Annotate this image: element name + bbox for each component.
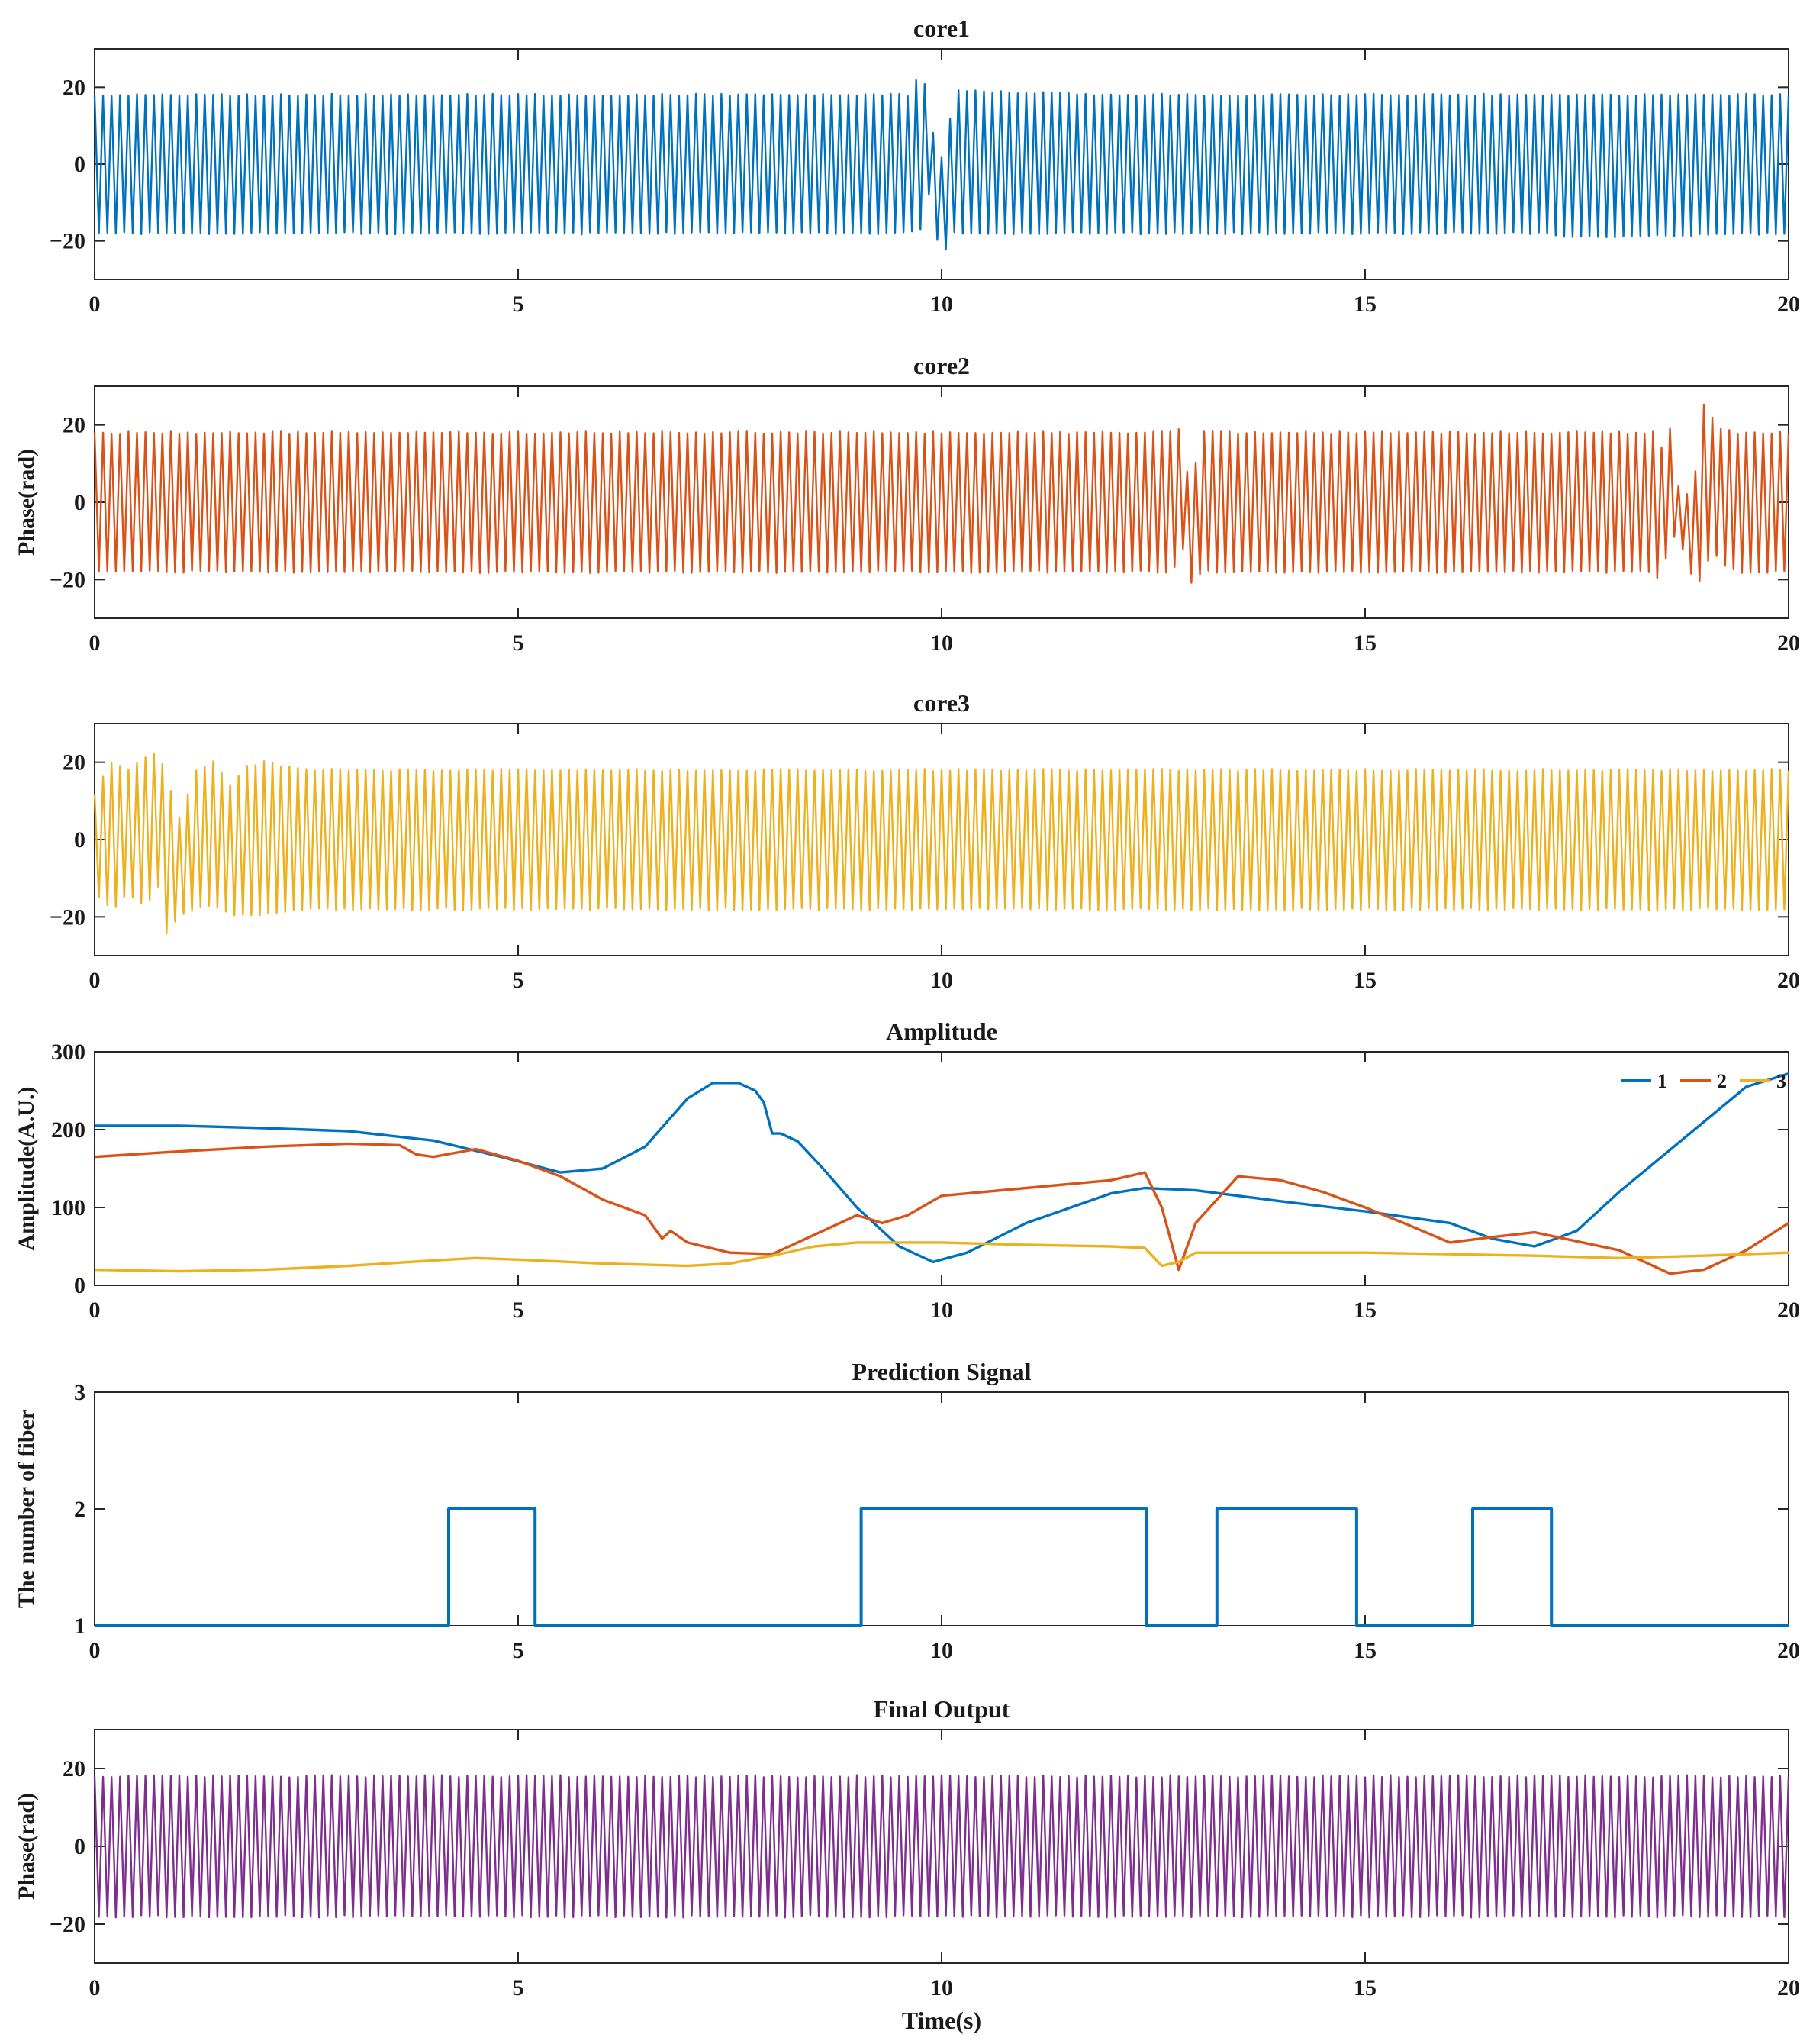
series-line-1 xyxy=(93,753,1790,935)
y-tick-label: 300 xyxy=(51,1040,85,1065)
x-axis-label: Time(s) xyxy=(902,2007,981,2034)
legend: 1 2 3 xyxy=(1621,1070,1786,1092)
x-tick-label: 20 xyxy=(1777,968,1800,993)
plot-area xyxy=(94,723,1789,956)
panel-3: 0 5 10 15 20 −20 0 20 core3 xyxy=(50,689,1800,993)
panel-1: 0 5 10 15 20 −20 0 20 core1 xyxy=(50,15,1800,317)
y-tick-label: 20 xyxy=(63,750,85,775)
plot-area xyxy=(94,1729,1789,1964)
series-line-1 xyxy=(93,1774,1790,1919)
panel-title: Final Output xyxy=(874,1695,1010,1723)
x-tick-label: 20 xyxy=(1777,1638,1800,1663)
x-tick-label: 0 xyxy=(89,1975,101,2000)
legend-label: 1 xyxy=(1657,1070,1667,1092)
y-tick-label: 3 xyxy=(74,1380,85,1405)
y-tick-label: −20 xyxy=(50,904,85,930)
x-tick-label: 20 xyxy=(1777,1975,1800,2000)
x-tick-label: 5 xyxy=(513,1975,524,2000)
y-tick-label: 0 xyxy=(74,1273,85,1298)
x-tick-label: 0 xyxy=(89,292,101,317)
x-tick-label: 10 xyxy=(930,292,953,317)
legend-label: 3 xyxy=(1776,1070,1786,1092)
x-tick-label: 5 xyxy=(513,1638,524,1663)
y-tick-label: −20 xyxy=(50,567,85,592)
y-tick-label: −20 xyxy=(50,1912,85,1937)
series-line-3 xyxy=(94,1241,1789,1273)
x-tick-label: 0 xyxy=(89,1638,101,1663)
series-line-2 xyxy=(94,1142,1789,1275)
y-tick-label: 0 xyxy=(74,152,85,177)
panel-title: Prediction Signal xyxy=(852,1358,1032,1385)
x-tick-label: 5 xyxy=(513,630,524,656)
y-tick-label: 20 xyxy=(63,1756,85,1781)
y-tick-label: −20 xyxy=(50,229,85,254)
x-tick-label: 0 xyxy=(89,968,101,993)
y-tick-label: 0 xyxy=(74,490,85,515)
y-axis-label: The number of fiber xyxy=(14,1410,39,1608)
y-tick-label: 100 xyxy=(51,1195,85,1220)
panel-5: 0 5 10 15 20 1 2 3 Prediction Signal The number o… xyxy=(14,1358,1800,1663)
series-line-1 xyxy=(95,1507,1789,1627)
x-tick-label: 20 xyxy=(1777,1298,1800,1323)
x-tick-label: 15 xyxy=(1354,292,1377,317)
panel-6: 0 5 10 15 20 −20 0 20 Final Output Phase(rad) Time… xyxy=(14,1695,1800,2034)
y-tick-label: 200 xyxy=(51,1117,85,1143)
x-tick-label: 15 xyxy=(1354,1298,1377,1323)
series-line-1 xyxy=(95,1072,1789,1264)
x-tick-label: 15 xyxy=(1354,1638,1377,1663)
x-tick-label: 0 xyxy=(89,630,101,656)
y-tick-label: 0 xyxy=(74,827,85,853)
panel-title: core3 xyxy=(913,689,970,717)
series-line-1 xyxy=(93,79,1790,251)
y-tick-label: 2 xyxy=(74,1497,85,1522)
x-tick-label: 0 xyxy=(89,1298,101,1323)
y-axis-label: Phase(rad) xyxy=(14,449,39,556)
y-tick-label: 1 xyxy=(74,1614,85,1639)
x-tick-label: 5 xyxy=(513,292,524,317)
x-tick-label: 10 xyxy=(930,968,953,993)
plot-area xyxy=(94,385,1789,619)
plot-area xyxy=(94,1051,1789,1286)
y-tick-label: 0 xyxy=(74,1834,85,1859)
x-tick-label: 15 xyxy=(1354,1975,1377,2000)
x-tick-label: 15 xyxy=(1354,630,1377,656)
panel-2: 0 5 10 15 20 −20 0 20 core2 Phase(rad) xyxy=(14,352,1800,656)
y-axis-label: Amplitude(A.U.) xyxy=(14,1087,39,1251)
x-tick-label: 10 xyxy=(930,1298,953,1323)
x-tick-label: 5 xyxy=(513,1298,524,1323)
y-tick-label: 20 xyxy=(63,75,85,100)
legend-label: 2 xyxy=(1717,1070,1727,1092)
y-axis-label: Phase(rad) xyxy=(14,1793,39,1900)
y-tick-label: 20 xyxy=(63,413,85,438)
panel-4: 0 5 10 15 200100200300AmplitudeAmplitude(A.U… xyxy=(14,1017,1800,1323)
panel-title: Amplitude xyxy=(886,1017,997,1045)
panel-title: core1 xyxy=(913,15,970,42)
x-tick-label: 20 xyxy=(1777,292,1800,317)
x-tick-label: 5 xyxy=(513,968,524,993)
x-tick-label: 10 xyxy=(930,1975,953,2000)
x-tick-label: 15 xyxy=(1354,968,1377,993)
panel-title: core2 xyxy=(913,352,970,379)
x-tick-label: 10 xyxy=(930,630,953,656)
x-tick-label: 10 xyxy=(930,1638,953,1663)
series-line-1 xyxy=(93,403,1790,584)
x-tick-label: 20 xyxy=(1777,630,1800,656)
